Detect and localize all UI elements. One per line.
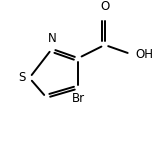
Text: O: O [100, 0, 109, 13]
Text: OH: OH [135, 48, 153, 61]
Text: S: S [18, 71, 25, 84]
Text: Br: Br [72, 92, 85, 105]
Text: N: N [48, 32, 56, 45]
